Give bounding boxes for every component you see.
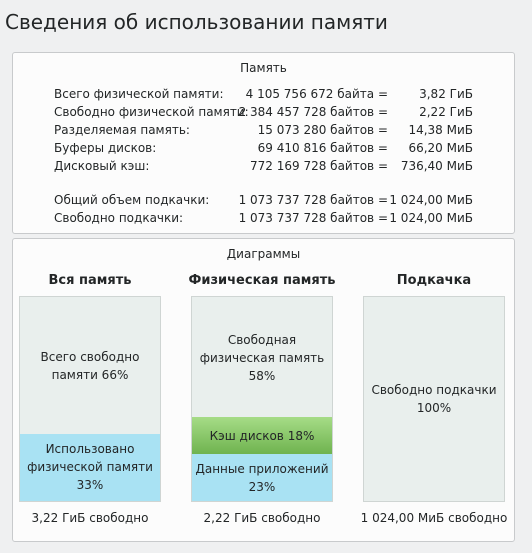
chart-bar: Свободно подкачки 100% bbox=[363, 296, 505, 502]
chart-segment: Всего свободно памяти 66% bbox=[20, 299, 160, 434]
segment-label: Свободно подкачки 100% bbox=[371, 383, 497, 415]
segment-label: Данные приложений 23% bbox=[195, 461, 329, 494]
chart-title: Подкачка bbox=[396, 273, 472, 288]
row-label: Свободно физической памяти: bbox=[54, 105, 249, 119]
row-label: Всего физической памяти: bbox=[54, 87, 224, 101]
row-bytes: 69 410 816 байтов = bbox=[257, 141, 388, 155]
row-bytes: 4 105 756 672 байта = bbox=[245, 87, 388, 101]
segment-label: Кэш дисков 18% bbox=[209, 428, 315, 443]
memory-row: Общий объем подкачки: 1 073 737 728 байто… bbox=[13, 193, 514, 211]
row-bytes: 1 073 737 728 байтов = bbox=[238, 211, 388, 225]
panel-title: Память bbox=[240, 61, 287, 75]
memory-row: Разделяемая память: 15 073 280 байтов = 14… bbox=[13, 123, 514, 141]
memory-row: Дисковый кэш: 772 169 728 байтов = 736,40 … bbox=[13, 159, 514, 177]
row-value: 66,20 МиБ bbox=[408, 141, 473, 155]
row-label: Разделяемая память: bbox=[54, 123, 190, 137]
row-label: Свободно подкачки: bbox=[54, 211, 184, 225]
chart-title: Физическая память bbox=[188, 273, 336, 288]
row-label: Общий объем подкачки: bbox=[54, 193, 210, 207]
row-value: 1 024,00 МиБ bbox=[389, 211, 473, 225]
chart-segment: Свободно подкачки 100% bbox=[364, 297, 504, 501]
chart-footer: 3,22 ГиБ свободно bbox=[31, 511, 149, 525]
row-bytes: 1 073 737 728 байтов = bbox=[238, 193, 388, 207]
row-bytes: 15 073 280 байтов = bbox=[257, 123, 388, 137]
window-title: Сведения об использовании памяти bbox=[5, 10, 388, 34]
memory-panel: Память Всего физической памяти: 4 105 756… bbox=[12, 52, 515, 234]
segment-label: Свободная физическая память 58% bbox=[199, 333, 325, 384]
chart-segment: Свободная физическая память 58% bbox=[192, 299, 332, 418]
chart-segment: Использовано физической памяти 33% bbox=[20, 433, 160, 501]
row-value: 3,82 ГиБ bbox=[419, 87, 473, 101]
row-bytes: 2 384 457 728 байтов = bbox=[238, 105, 388, 119]
memory-row: Буферы дисков: 69 410 816 байтов = 66,20 М… bbox=[13, 141, 514, 159]
row-value: 2,22 ГиБ bbox=[419, 105, 473, 119]
panel-title: Диаграммы bbox=[226, 247, 301, 261]
row-value: 14,38 МиБ bbox=[408, 123, 473, 137]
segment-label: Всего свободно памяти 66% bbox=[40, 350, 140, 383]
chart-footer: 2,22 ГиБ свободно bbox=[203, 511, 321, 525]
memory-row: Свободно физической памяти: 2 384 457 728… bbox=[13, 105, 514, 123]
segment-label: Использовано физической памяти 33% bbox=[27, 442, 153, 493]
chart-title: Вся память bbox=[48, 273, 132, 288]
chart-segment: Данные приложений 23% bbox=[192, 454, 332, 501]
row-label: Дисковый кэш: bbox=[54, 159, 150, 173]
row-value: 736,40 МиБ bbox=[400, 159, 473, 173]
row-label: Буферы дисков: bbox=[54, 141, 157, 155]
row-bytes: 772 169 728 байтов = bbox=[250, 159, 388, 173]
row-value: 1 024,00 МиБ bbox=[389, 193, 473, 207]
chart-segment: Кэш дисков 18% bbox=[192, 417, 332, 455]
memory-row: Всего физической памяти: 4 105 756 672 ба… bbox=[13, 87, 514, 105]
chart-bar: Использовано физической памяти 33% Всего … bbox=[19, 296, 161, 502]
memory-row: Свободно подкачки: 1 073 737 728 байтов =… bbox=[13, 211, 514, 229]
chart-bar: Данные приложений 23% Кэш дисков 18% Свобо… bbox=[191, 296, 333, 502]
chart-footer: 1 024,00 МиБ свободно bbox=[360, 511, 508, 525]
charts-panel: Диаграммы Вся память Использовано физичес… bbox=[12, 238, 515, 542]
